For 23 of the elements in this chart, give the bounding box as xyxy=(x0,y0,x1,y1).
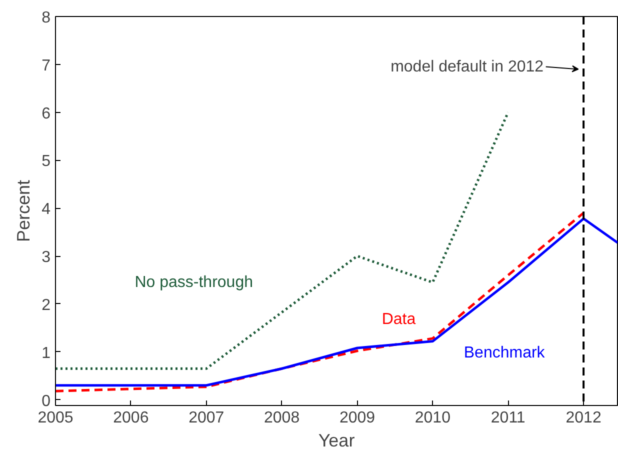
y-tick-label: 8 xyxy=(42,10,51,26)
y-tick-label: 0 xyxy=(42,392,51,410)
series-label: Benchmark xyxy=(464,344,546,362)
series-label: Data xyxy=(382,310,416,328)
y-tick-label: 6 xyxy=(42,105,51,122)
y-tick-label: 3 xyxy=(42,249,51,266)
y-tick-label: 4 xyxy=(42,201,51,218)
x-tick-label: 2010 xyxy=(414,410,451,426)
y-tick-label: 1 xyxy=(42,344,51,362)
x-tick-label: 2007 xyxy=(188,410,224,426)
x-tick-label: 2006 xyxy=(113,410,149,426)
y-tick-label: 2 xyxy=(42,296,51,314)
x-tick-label: 2012 xyxy=(566,410,602,426)
x-tick-label: 2008 xyxy=(264,410,300,426)
x-axis-title: Year xyxy=(318,430,355,450)
y-axis-title: Percent xyxy=(14,180,34,242)
y-tick-label: 5 xyxy=(42,153,51,170)
text: No pass-through xyxy=(134,274,254,291)
x-tick-label: 2009 xyxy=(339,410,376,426)
y-tick-label: 7 xyxy=(42,57,51,74)
x-tick-label: 2005 xyxy=(38,410,74,426)
x-tick-label: 2011 xyxy=(490,410,526,426)
annotation: model default in 2012 xyxy=(390,58,544,76)
